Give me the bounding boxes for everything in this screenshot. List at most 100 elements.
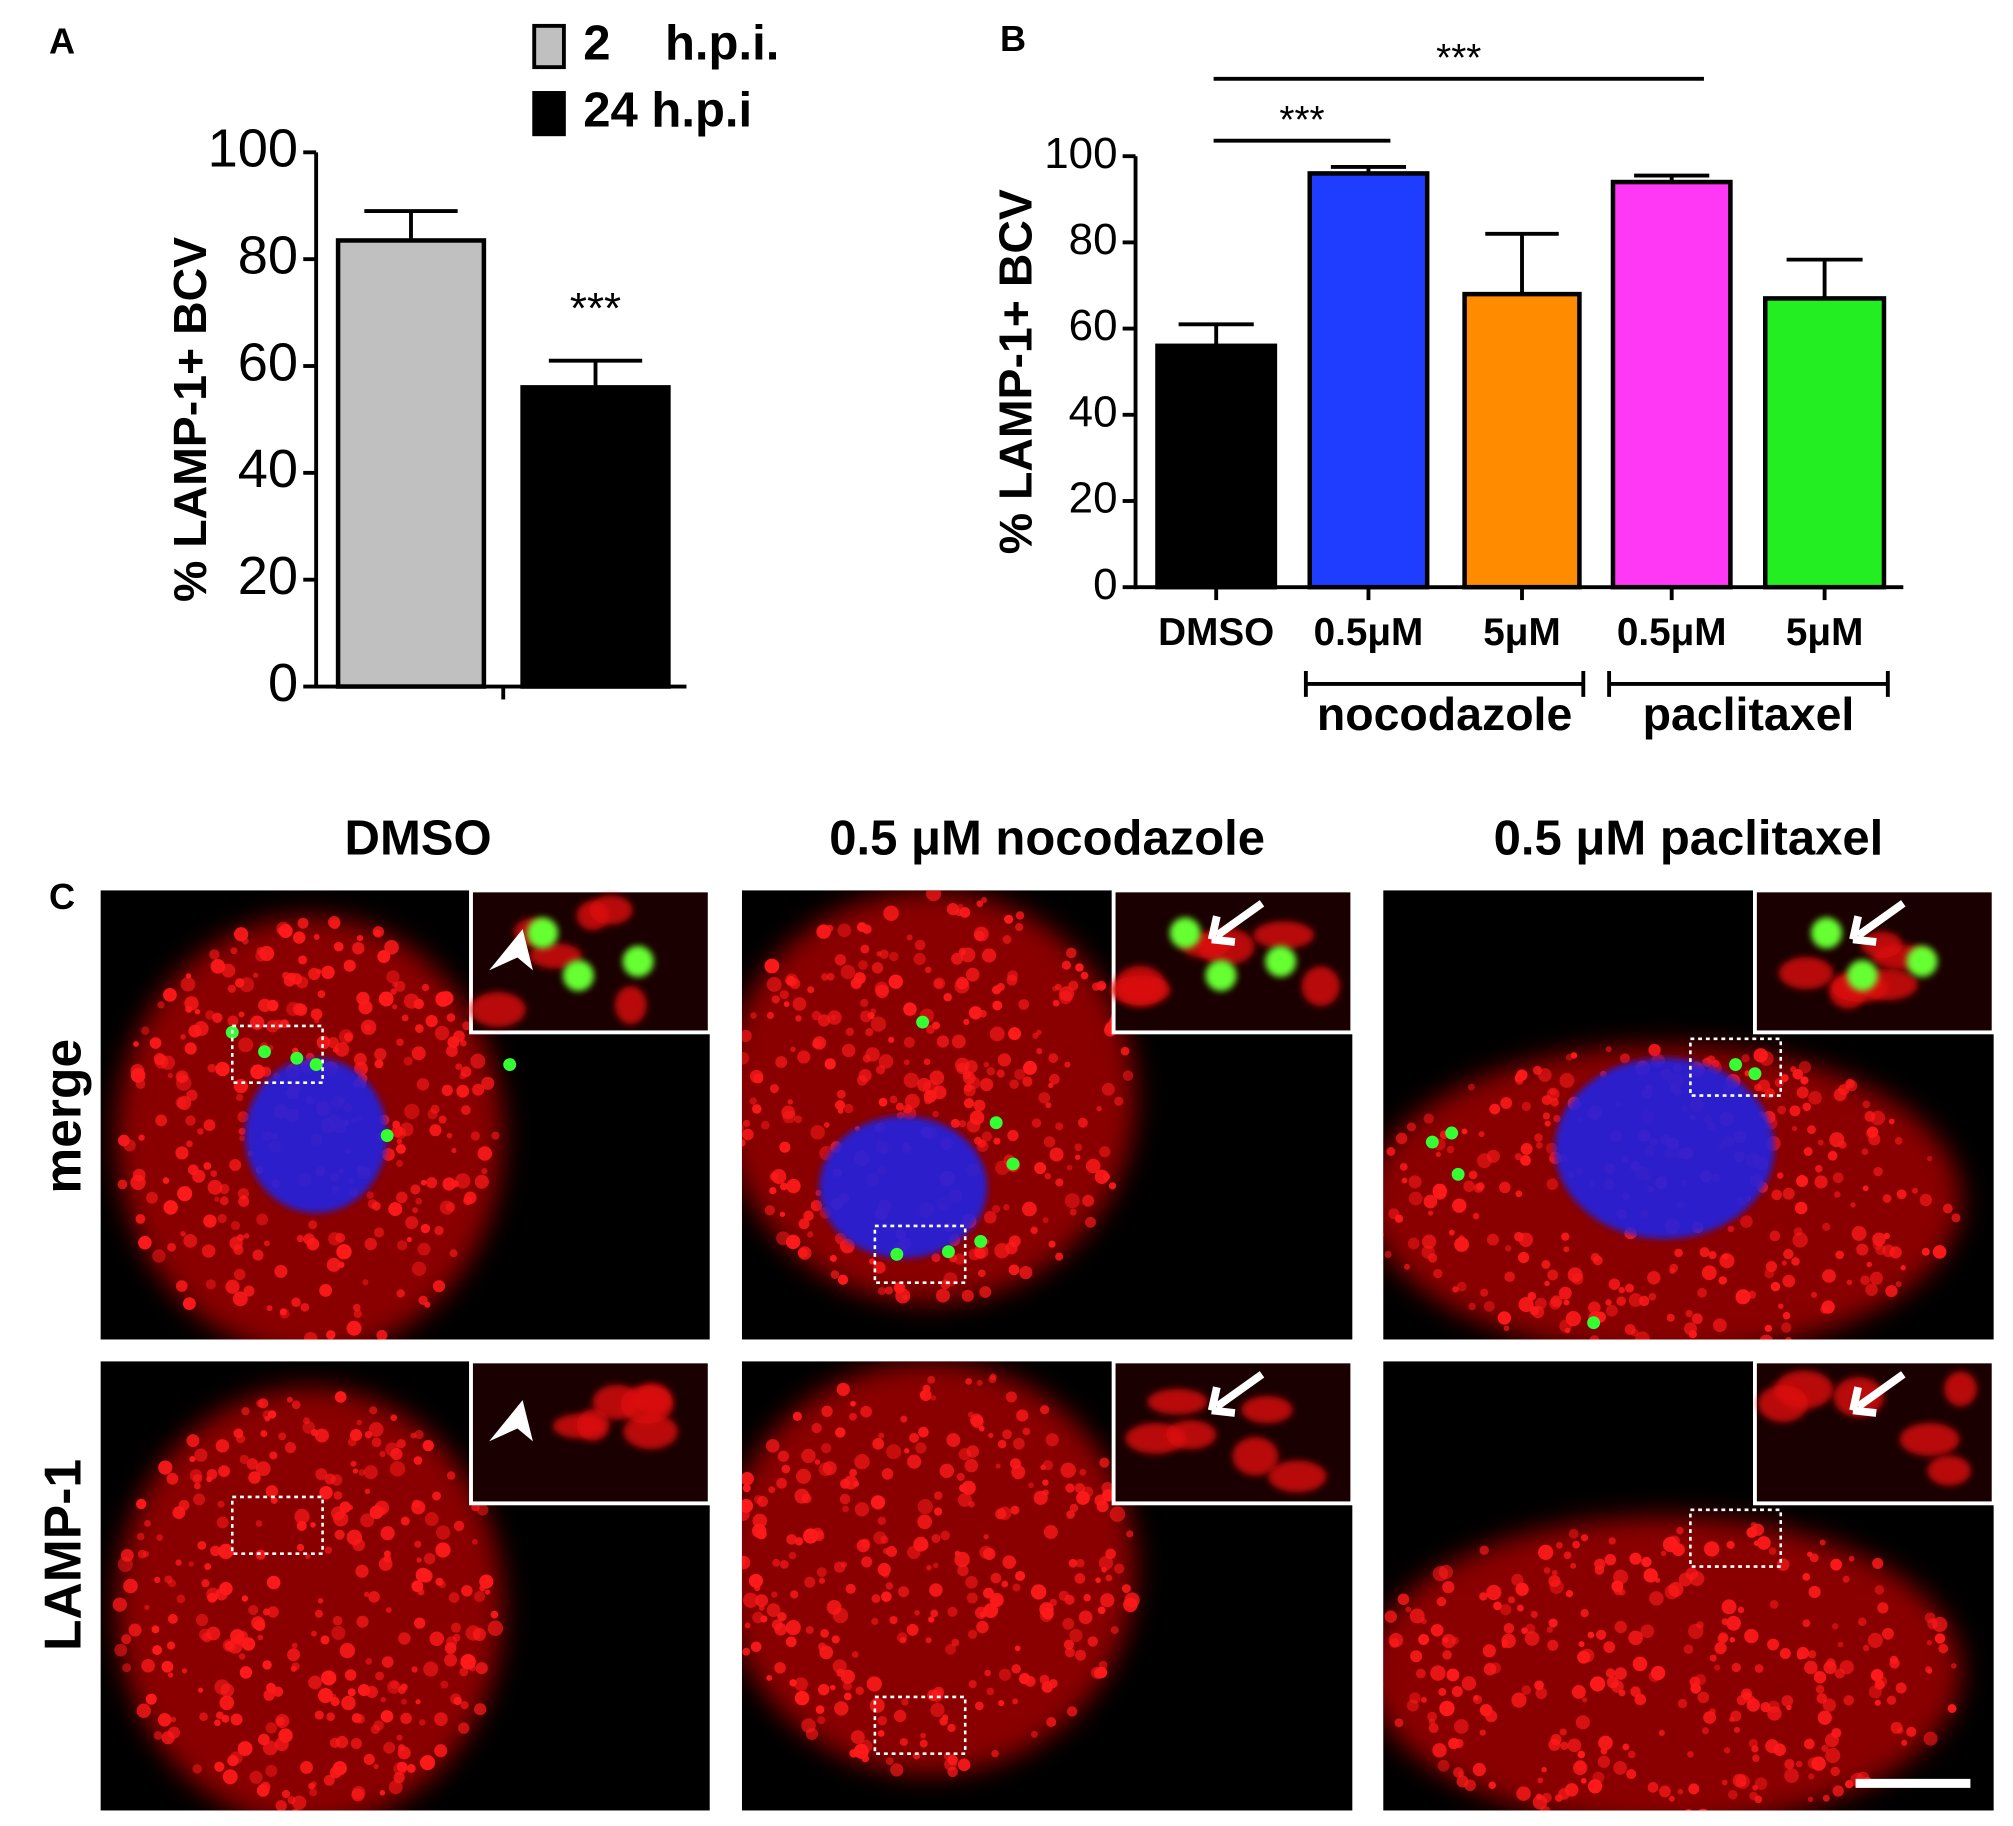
- zoom-box: [873, 1695, 967, 1755]
- lysosome: [777, 1450, 790, 1462]
- lysosome: [1546, 1142, 1558, 1154]
- lysosome: [1541, 1095, 1552, 1106]
- lysosome: [141, 1026, 150, 1035]
- lysosome: [928, 1616, 935, 1623]
- lysosome: [1894, 1136, 1903, 1145]
- lysosome: [919, 1739, 928, 1748]
- lysosome: [229, 1751, 243, 1765]
- lysosome: [870, 1016, 887, 1032]
- lysosome: [1541, 1766, 1547, 1773]
- lysosome: [1589, 1335, 1600, 1340]
- lysosome: [318, 1687, 334, 1704]
- lysosome: [741, 1128, 754, 1141]
- bacterium: [1445, 1126, 1459, 1140]
- lysosome: [1844, 1780, 1854, 1789]
- lysosome: [1486, 1149, 1500, 1163]
- lysosome: [765, 1439, 780, 1453]
- lysosome: [963, 1084, 976, 1097]
- lysosome: [388, 1780, 403, 1795]
- lysosome: [461, 1585, 473, 1597]
- lysosome: [1069, 1503, 1079, 1513]
- lysosome: [1733, 1726, 1740, 1733]
- lysosome: [721, 1551, 733, 1563]
- lysosome: [1369, 1176, 1383, 1190]
- lysosome: [779, 1141, 791, 1153]
- lysosome: [968, 1501, 975, 1508]
- lysosome: [1408, 1191, 1423, 1206]
- lysosome: [224, 1641, 234, 1651]
- lysosome: [766, 1011, 774, 1020]
- lysosome: [1549, 1297, 1562, 1310]
- lysosome: [460, 1066, 472, 1078]
- lysosome: [976, 1379, 983, 1386]
- lysosome: [1433, 1186, 1447, 1200]
- lysosome: [256, 1784, 270, 1797]
- lysosome: [1822, 1698, 1836, 1712]
- lysosome: [1449, 1672, 1456, 1679]
- bar: [335, 238, 487, 689]
- lysosome: [1002, 1555, 1017, 1569]
- lysosome: [203, 1119, 216, 1132]
- lysosome: [392, 1120, 401, 1129]
- lysosome: [356, 991, 370, 1006]
- lysosome: [871, 1594, 881, 1604]
- lysosome: [1643, 1345, 1656, 1358]
- lysosome: [1038, 1091, 1051, 1104]
- lysosome: [1767, 1706, 1782, 1721]
- lysosome: [983, 1587, 995, 1599]
- lysosome: [1404, 1263, 1411, 1270]
- lysosome: [959, 907, 971, 918]
- lysosome: [266, 999, 279, 1012]
- lysosome: [1768, 1547, 1777, 1555]
- lysosome: [840, 1669, 855, 1684]
- lysosome: [943, 1272, 958, 1287]
- lysosome: [1046, 1716, 1057, 1728]
- lysosome: [1538, 1544, 1554, 1561]
- lysosome: [1740, 1780, 1747, 1787]
- lysosome: [376, 1329, 388, 1340]
- lysosome: [475, 1662, 488, 1675]
- lysosome: [257, 1634, 264, 1641]
- lysosome: [194, 1482, 201, 1490]
- lysosome: [1731, 1662, 1741, 1673]
- lysosome: [719, 1531, 733, 1545]
- lysosome: [406, 1236, 412, 1243]
- lysosome: [193, 1493, 206, 1506]
- lysosome: [1454, 1719, 1469, 1734]
- lysosome: [1078, 1610, 1093, 1625]
- lysosome: [811, 1010, 822, 1021]
- lysosome: [725, 1541, 738, 1554]
- lysosome: [1534, 1680, 1544, 1691]
- lysosome: [1550, 1733, 1562, 1746]
- lysosome: [199, 1712, 208, 1722]
- lysosome: [136, 1532, 145, 1541]
- lysosome: [352, 1468, 359, 1474]
- lysosome: [1101, 1482, 1114, 1494]
- lysosome: [1096, 1106, 1102, 1112]
- lysosome: [379, 1450, 386, 1458]
- lysosome: [243, 1233, 250, 1239]
- lysosome: [947, 1766, 958, 1778]
- lysosome: [1500, 1603, 1512, 1616]
- lysosome: [421, 983, 430, 992]
- lysosome: [803, 1210, 814, 1221]
- lysosome: [833, 1561, 846, 1573]
- lysosome: [989, 1592, 1004, 1608]
- lysosome: [1677, 1788, 1684, 1795]
- lysosome: [372, 926, 385, 938]
- lysosome: [981, 897, 988, 904]
- group-label: paclitaxel: [1643, 688, 1855, 740]
- lysosome: [995, 1160, 1010, 1176]
- lysosome: [186, 1089, 198, 1101]
- lysosome: [1083, 1593, 1091, 1602]
- row-label: LAMP-1: [34, 1459, 92, 1651]
- lysosome: [1699, 1247, 1710, 1258]
- lysosome: [215, 1439, 230, 1453]
- lysosome: [412, 1207, 419, 1214]
- lysosome: [1486, 1584, 1502, 1601]
- lysosome: [194, 1448, 208, 1462]
- lysosome: [1405, 1606, 1412, 1613]
- lysosome: [448, 1592, 460, 1603]
- lysosome: [990, 1572, 1002, 1584]
- lysosome: [1565, 1590, 1574, 1598]
